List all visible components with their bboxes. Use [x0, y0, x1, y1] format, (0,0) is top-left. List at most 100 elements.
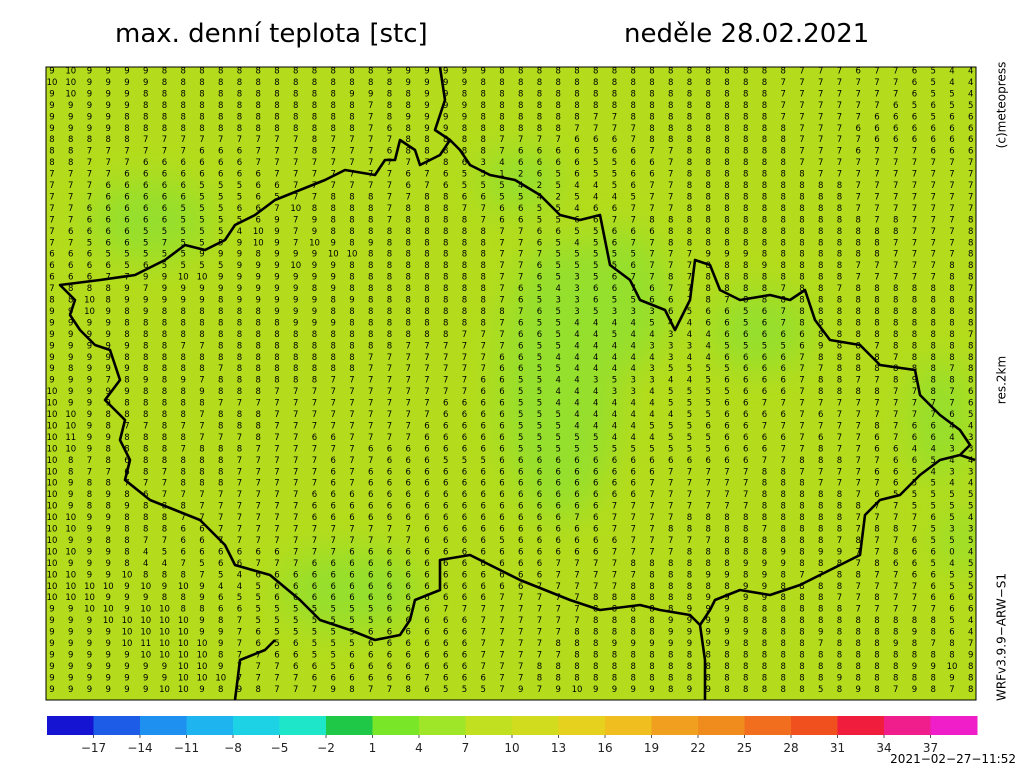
- grid-value: 8: [912, 673, 917, 683]
- grid-value: 8: [162, 124, 167, 134]
- grid-value: 4: [949, 421, 954, 431]
- grid-value: 8: [724, 284, 729, 294]
- grid-value: 7: [274, 467, 279, 477]
- grid-value: 6: [218, 547, 223, 557]
- grid-value: 8: [706, 204, 711, 214]
- grid-value: 7: [293, 685, 298, 695]
- grid-value: 7: [68, 215, 73, 225]
- colorbar-tick-label: −5: [271, 741, 289, 755]
- grid-value: 8: [481, 261, 486, 271]
- grid-value: 8: [706, 261, 711, 271]
- grid-value: 6: [781, 330, 786, 340]
- grid-value: 9: [893, 639, 898, 649]
- grid-value: 6: [668, 456, 673, 466]
- grid-value: 7: [743, 467, 748, 477]
- grid-value: 7: [481, 353, 486, 363]
- grid-value: 8: [762, 273, 767, 283]
- grid-value: 5: [274, 639, 279, 649]
- grid-value: 6: [462, 559, 467, 569]
- grid-value: 8: [274, 330, 279, 340]
- grid-value: 9: [106, 650, 111, 660]
- grid-value: 7: [781, 399, 786, 409]
- grid-value: 9: [87, 78, 92, 88]
- grid-value: 8: [556, 112, 561, 122]
- grid-value: 9: [68, 112, 73, 122]
- grid-value: 8: [443, 158, 448, 168]
- grid-value: 8: [762, 147, 767, 157]
- grid-value: 8: [574, 89, 579, 99]
- grid-value: 8: [293, 353, 298, 363]
- grid-value: 7: [893, 273, 898, 283]
- grid-value: 8: [668, 227, 673, 237]
- grid-value: 5: [331, 639, 336, 649]
- grid-value: 8: [818, 215, 823, 225]
- grid-value: 8: [181, 78, 186, 88]
- grid-value: 6: [406, 570, 411, 580]
- grid-value: 7: [537, 250, 542, 260]
- grid-value: 7: [349, 376, 354, 386]
- grid-value: 3: [968, 444, 973, 454]
- grid-value: 8: [856, 536, 861, 546]
- grid-value: 5: [556, 330, 561, 340]
- grid-value: 4: [649, 399, 654, 409]
- grid-value: 7: [312, 547, 317, 557]
- grid-value: 8: [143, 101, 148, 111]
- grid-value: 6: [518, 490, 523, 500]
- grid-value: 6: [499, 444, 504, 454]
- grid-value: 6: [368, 467, 373, 477]
- grid-value: 8: [837, 227, 842, 237]
- grid-value: 7: [274, 444, 279, 454]
- grid-value: 7: [893, 261, 898, 271]
- grid-value: 10: [47, 502, 58, 512]
- grid-value: 7: [499, 341, 504, 351]
- grid-value: 7: [368, 376, 373, 386]
- grid-value: 4: [593, 399, 598, 409]
- grid-value: 8: [162, 399, 167, 409]
- grid-value: 8: [668, 238, 673, 248]
- grid-value: 8: [781, 479, 786, 489]
- grid-value: 7: [143, 421, 148, 431]
- grid-value: 7: [724, 296, 729, 306]
- grid-value: 9: [256, 273, 261, 283]
- grid-value: 7: [818, 112, 823, 122]
- grid-value: 7: [593, 570, 598, 580]
- grid-value: 7: [387, 387, 392, 397]
- grid-value: 10: [159, 628, 170, 638]
- grid-value: 8: [143, 513, 148, 523]
- grid-value: 7: [856, 101, 861, 111]
- grid-value: 7: [931, 250, 936, 260]
- grid-value: 7: [518, 593, 523, 603]
- grid-value: 7: [218, 364, 223, 374]
- grid-value: 8: [818, 593, 823, 603]
- grid-value: 9: [49, 376, 54, 386]
- grid-value: 7: [218, 525, 223, 535]
- grid-value: 6: [237, 605, 242, 615]
- grid-value: 6: [387, 502, 392, 512]
- grid-value: 9: [68, 639, 73, 649]
- grid-value: 5: [199, 227, 204, 237]
- grid-value: 8: [443, 261, 448, 271]
- grid-value: 6: [556, 525, 561, 535]
- grid-value: 8: [349, 318, 354, 328]
- grid-value: 8: [781, 215, 786, 225]
- grid-value: 6: [518, 525, 523, 535]
- grid-value: 6: [256, 204, 261, 214]
- grid-value: 6: [106, 192, 111, 202]
- grid-value: 7: [274, 673, 279, 683]
- grid-value: 8: [724, 215, 729, 225]
- colorbar-tick-label: 31: [830, 741, 845, 755]
- grid-value: 6: [856, 67, 861, 77]
- grid-value: 8: [762, 502, 767, 512]
- grid-value: 6: [706, 456, 711, 466]
- grid-value: 8: [743, 158, 748, 168]
- grid-value: 8: [949, 307, 954, 317]
- grid-value: 6: [668, 296, 673, 306]
- grid-value: 8: [799, 318, 804, 328]
- grid-value: 6: [874, 433, 879, 443]
- grid-value: 7: [781, 101, 786, 111]
- grid-value: 10: [65, 67, 76, 77]
- grid-value: 9: [143, 673, 148, 683]
- country-border: [58, 138, 972, 642]
- grid-value: 8: [706, 192, 711, 202]
- grid-value: 8: [687, 204, 692, 214]
